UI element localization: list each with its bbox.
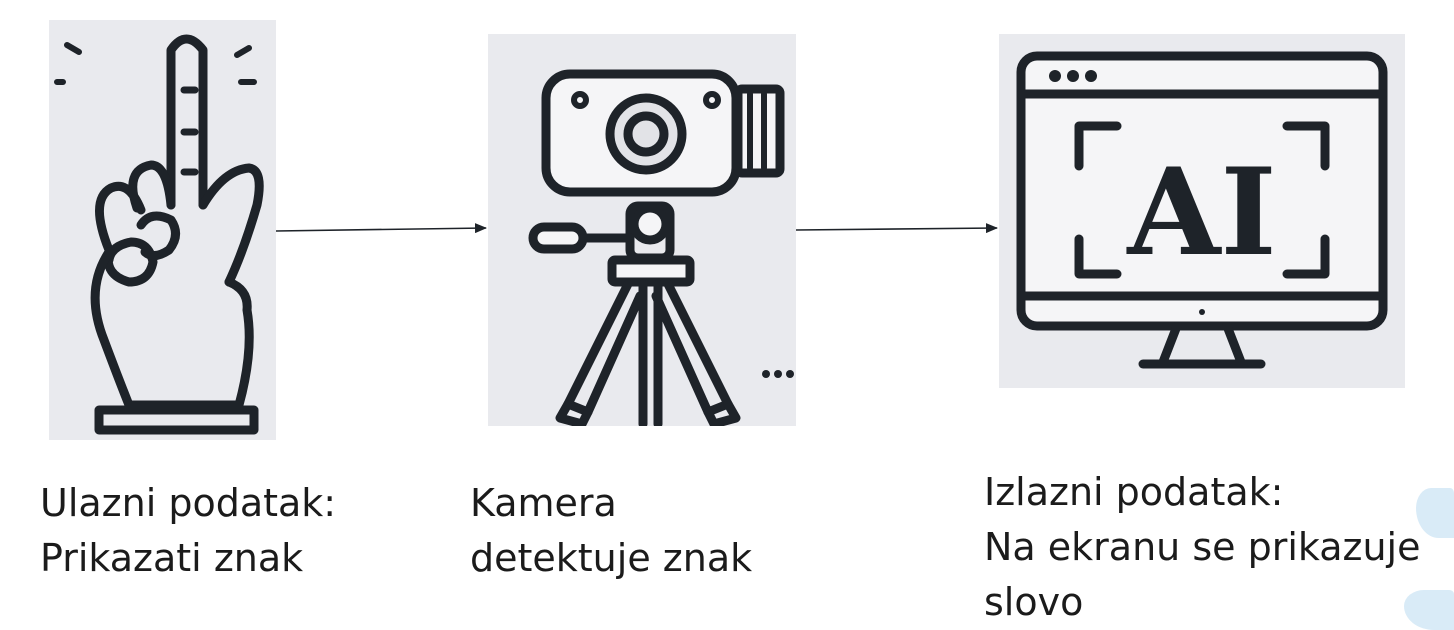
camera-on-tripod-icon [528, 69, 794, 426]
arrow-2-icon [795, 223, 998, 234]
step-2-caption: Kamera detektuje znak [470, 476, 752, 586]
ai-monitor-icon: AI [1016, 51, 1388, 369]
caption-line: Izlazni podatak: [984, 470, 1284, 514]
hand-pointing-up-icon [54, 34, 264, 435]
caption-line: Na ekranu se prikazuje [984, 525, 1421, 569]
step-1-caption: Ulazni podatak: Prikazati znak [40, 476, 336, 586]
caption-line: slovo [984, 580, 1084, 624]
decorative-shape [1404, 590, 1454, 630]
arrow-1-icon [275, 223, 487, 234]
caption-line: detektuje znak [470, 536, 753, 580]
ai-monitor-panel: AI [999, 34, 1405, 388]
caption-line: Kamera [470, 481, 617, 525]
ai-screen-text: AI [1126, 142, 1276, 283]
caption-line: Ulazni podatak: [40, 481, 337, 525]
caption-line: Prikazati znak [40, 536, 304, 580]
hand-panel [49, 20, 276, 440]
step-3-caption: Izlazni podatak: Na ekranu se prikazuje … [984, 465, 1420, 630]
decorative-shape [1416, 488, 1454, 538]
camera-panel [488, 34, 796, 426]
